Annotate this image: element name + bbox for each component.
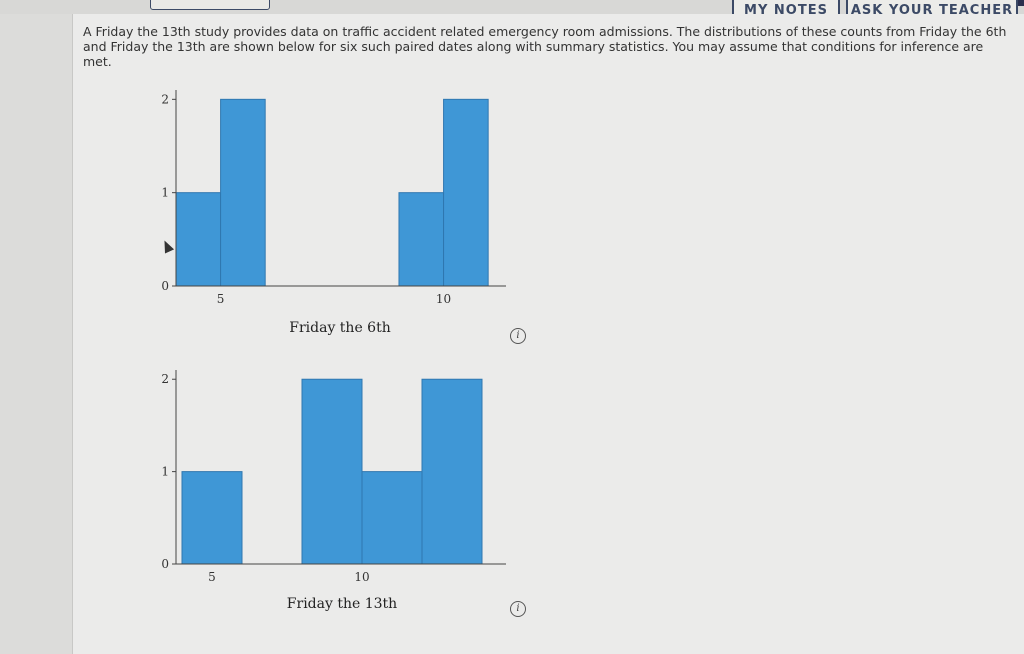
info-icon[interactable]: i (510, 328, 526, 344)
histogram-bar (443, 98, 489, 287)
x-tick-label: 5 (217, 292, 225, 306)
info-icon[interactable]: i (510, 601, 526, 617)
problem-text-line2: and Friday the 13th are shown below for … (83, 39, 984, 69)
x-tick-label: 5 (208, 570, 216, 584)
y-tick-label: 0 (161, 557, 169, 571)
x-tick-label: 10 (354, 570, 369, 584)
histogram-bar (398, 192, 445, 287)
histogram-bar (421, 378, 483, 565)
y-tick-label: 2 (161, 372, 169, 386)
y-tick-label: 1 (161, 465, 169, 479)
x-axis-label: Friday the 13th (287, 596, 397, 612)
y-tick-label: 1 (161, 186, 169, 200)
x-tick-label: 10 (436, 292, 451, 306)
problem-text-line1: A Friday the 13th study provides data on… (83, 24, 1007, 39)
histogram-bar (181, 471, 243, 565)
previous-button[interactable] (150, 0, 270, 10)
y-tick-label: 0 (161, 279, 169, 293)
x-axis-label: Friday the 6th (289, 320, 390, 336)
problem-statement: A Friday the 13th study provides data on… (83, 24, 1013, 69)
histogram-bar (361, 471, 423, 565)
y-tick-label: 2 (161, 92, 169, 106)
histogram-bar (220, 98, 266, 287)
histogram-bar (301, 378, 363, 565)
